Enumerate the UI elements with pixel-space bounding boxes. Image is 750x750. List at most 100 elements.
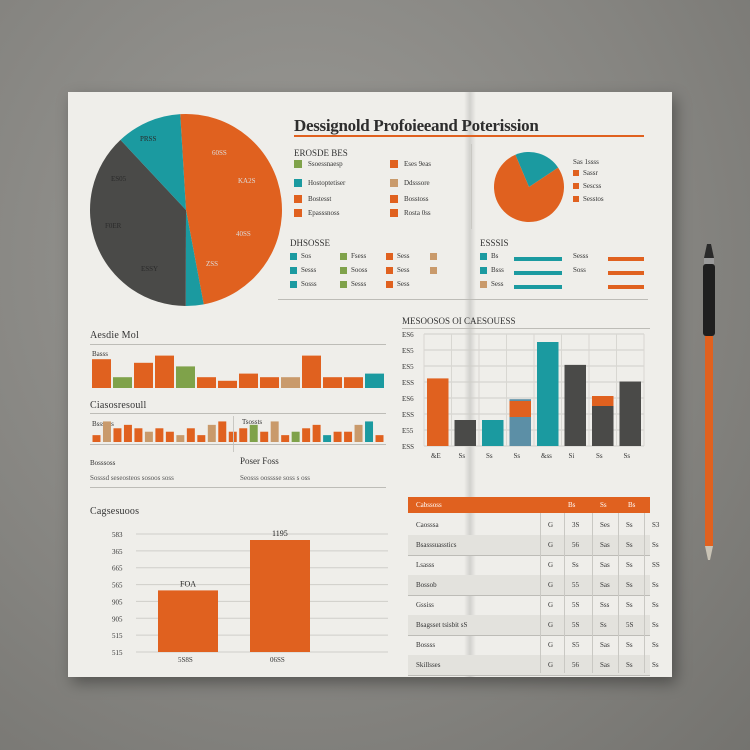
bar <box>92 359 111 388</box>
panel-note: Sosssd seseosteos sosoos soss <box>90 474 174 482</box>
bar <box>333 431 342 442</box>
legend-swatch <box>340 253 347 260</box>
pie-label: KA2S <box>238 177 256 185</box>
table-cell: Ss <box>652 601 659 609</box>
table-cell: S3 <box>652 521 660 529</box>
y-tick-label: 565 <box>112 582 123 590</box>
table-cell: G <box>548 521 554 529</box>
table-cell: G <box>548 621 554 629</box>
bar <box>344 431 353 442</box>
bar <box>365 373 384 388</box>
bar <box>619 381 641 446</box>
main-pie-chart <box>89 113 283 306</box>
legend-item: Sesss <box>573 252 589 260</box>
table-cell: S5 <box>572 641 580 649</box>
bar-value-label: FOA <box>180 579 196 588</box>
pie-legend-item: Sesstos <box>583 195 604 203</box>
bar <box>228 431 237 442</box>
table-cell: G <box>548 641 554 649</box>
legend-item: Ssoessnaesp <box>308 160 343 168</box>
table-cell: Ss <box>652 581 659 589</box>
bar <box>302 428 311 442</box>
pie-label: ESSY <box>141 265 159 273</box>
table-header-cell: Ss <box>600 501 607 509</box>
legend-swatch <box>430 253 437 260</box>
panel-title: Cagsesuoos <box>90 506 140 517</box>
legend-item: Rosta 0ss <box>404 209 431 217</box>
y-tick-label: 515 <box>112 649 123 657</box>
table-row-label: Bossob <box>416 581 437 589</box>
bar <box>270 421 279 442</box>
table-cell: Sas <box>600 561 610 569</box>
legend-item: Sosss <box>301 280 317 288</box>
table-cell: Ss <box>626 561 633 569</box>
table-cell: G <box>548 541 554 549</box>
pie-label: 60SS <box>212 149 227 157</box>
table-cell: Ss <box>626 661 633 669</box>
table-column-divider <box>540 513 541 673</box>
bar <box>302 355 321 388</box>
table-cell: G <box>548 561 554 569</box>
y-tick-label: ES5 <box>402 347 414 355</box>
bar <box>113 428 122 442</box>
panel-title: Aesdie Mol <box>90 330 139 341</box>
table-row-shade <box>408 615 650 635</box>
legend-swatch <box>390 179 398 187</box>
legend-item: Sesss <box>301 266 317 274</box>
bar <box>281 377 300 388</box>
table-cell: G <box>548 601 554 609</box>
legend-item: Sooss <box>351 266 368 274</box>
pie-slice <box>180 113 283 305</box>
legend-swatch <box>390 209 398 217</box>
x-tick-label: Ss <box>486 452 493 460</box>
bar <box>427 378 449 446</box>
bar <box>155 355 174 388</box>
legend-heading: ESSSIS <box>480 238 509 248</box>
legend-heading: DHSOSSE <box>290 238 331 248</box>
bar <box>207 424 216 442</box>
table-header <box>408 497 650 513</box>
bar <box>592 399 614 446</box>
table-column-divider <box>564 513 565 673</box>
legend-swatch <box>340 267 347 274</box>
table-cell: Sas <box>600 641 610 649</box>
table-cell: SS <box>652 561 660 569</box>
table-cell: Ss <box>626 641 633 649</box>
table-header-cell: Cabssoss <box>416 501 442 509</box>
bar <box>260 431 269 442</box>
bar <box>454 420 476 446</box>
y-tick-label: 365 <box>112 548 123 556</box>
pie-label: ZSS <box>206 260 219 268</box>
bar <box>144 431 153 442</box>
legend-swatch <box>294 160 302 168</box>
bar <box>186 428 195 442</box>
legend-swatch <box>294 195 302 203</box>
pie-legend-swatch <box>573 183 579 189</box>
panel-footer: Bosssoss <box>90 459 116 467</box>
table-cell: Ss <box>626 541 633 549</box>
bar <box>92 435 101 442</box>
table-row-divider <box>408 595 650 596</box>
table-cell: 56 <box>572 661 579 669</box>
table-row-divider <box>408 675 650 676</box>
bar <box>365 421 374 442</box>
pie-legend-item: Sassr <box>583 169 598 177</box>
legend-item: Sess <box>397 266 410 274</box>
x-tick-label: Ss <box>459 452 466 460</box>
pie-label: PRSS <box>140 135 157 143</box>
bar <box>155 428 164 442</box>
pie-slice <box>494 154 564 222</box>
y-tick-label: 905 <box>112 615 123 623</box>
table-cell: 5S <box>572 621 580 629</box>
table-cell: Ss <box>652 661 659 669</box>
bar <box>250 540 310 652</box>
bar <box>564 364 586 446</box>
bar <box>260 377 279 388</box>
y-tick-label: ES6 <box>402 395 414 403</box>
table-cell: Ss <box>626 521 633 529</box>
bar <box>218 380 237 388</box>
x-tick-label: Ss <box>624 452 631 460</box>
table-row-shade <box>408 575 650 595</box>
panel-subtitle: Basss <box>92 350 108 358</box>
bar <box>197 435 206 442</box>
